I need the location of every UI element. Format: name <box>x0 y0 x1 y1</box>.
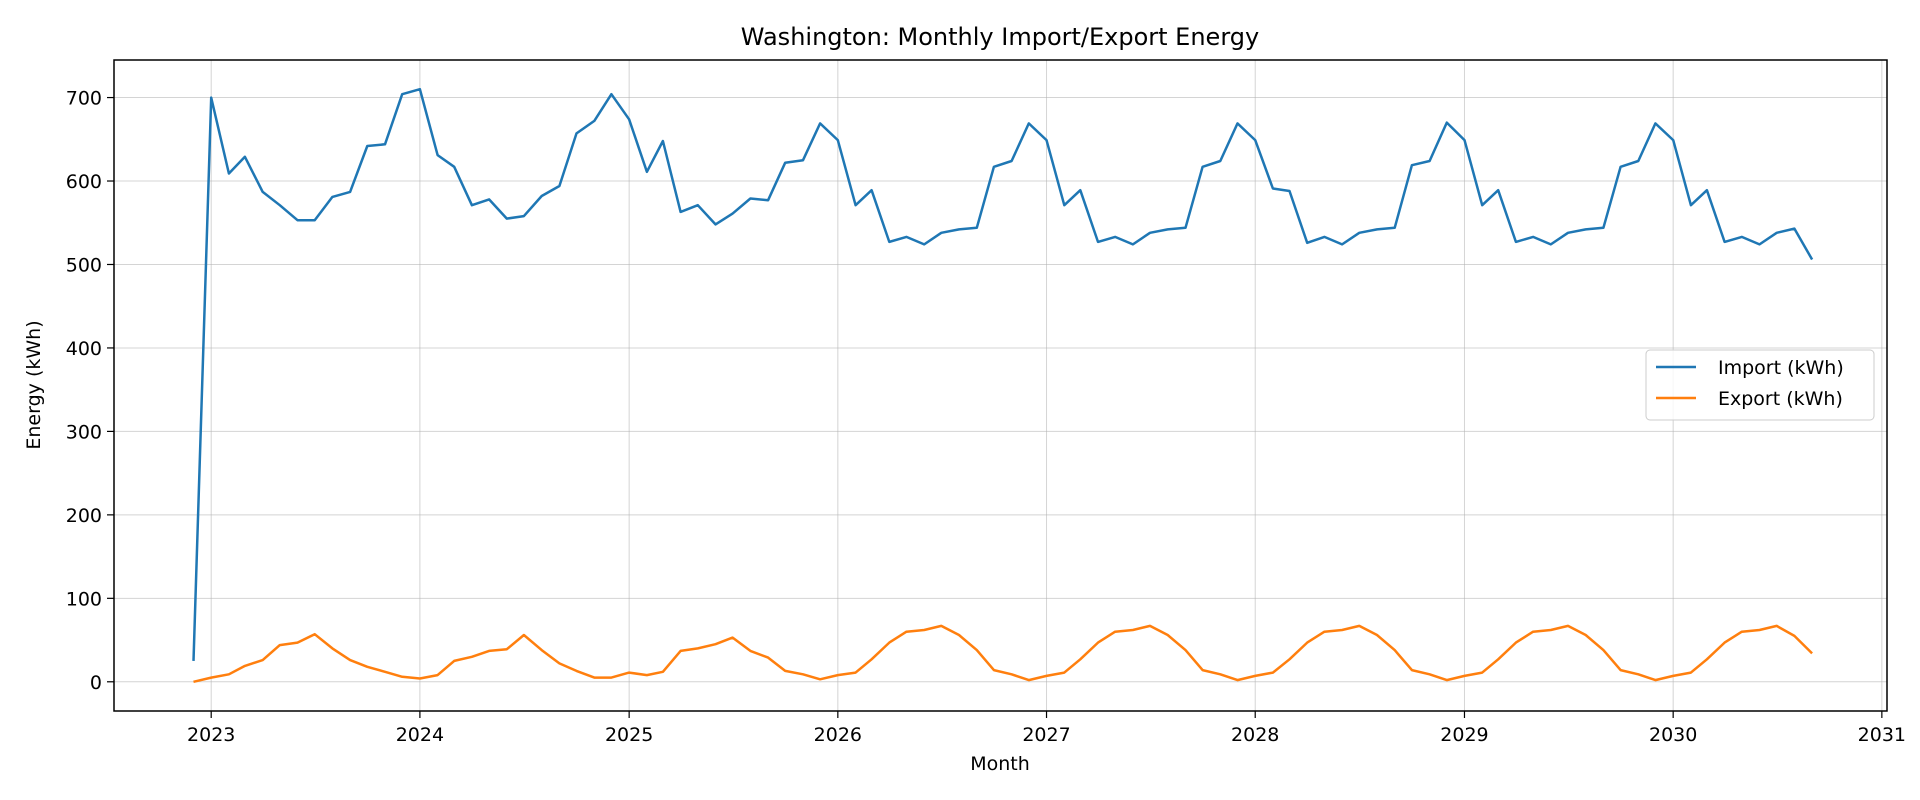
x-tick-label: 2028 <box>1231 724 1279 746</box>
x-axis-label: Month <box>970 753 1030 775</box>
legend-export-label: Export (kWh) <box>1718 388 1843 410</box>
y-tick-label: 0 <box>90 672 102 694</box>
series-line-export <box>193 624 1813 684</box>
x-tick-label: 2029 <box>1440 724 1488 746</box>
y-tick-label: 400 <box>66 338 102 360</box>
legend: Import (kWh) Export (kWh) <box>1645 349 1875 421</box>
x-tick-label: 2024 <box>396 724 444 746</box>
series-line-import <box>192 87 1814 661</box>
chart-title: Washington: Monthly Import/Export Energy <box>741 23 1259 51</box>
series-lines <box>192 87 1814 684</box>
x-tick-label: 2023 <box>187 724 235 746</box>
y-tick-label: 300 <box>66 421 102 443</box>
y-tick-label: 600 <box>66 171 102 193</box>
y-tick-label: 700 <box>66 88 102 110</box>
x-tick-label: 2031 <box>1858 724 1906 746</box>
y-tick-label: 200 <box>66 505 102 527</box>
x-tick-label: 2026 <box>814 724 862 746</box>
y-axis: 0 100 200 300 400 500 600 700 <box>66 88 114 694</box>
grid <box>114 60 1887 711</box>
y-tick-label: 100 <box>66 588 102 610</box>
x-tick-label: 2027 <box>1022 724 1070 746</box>
legend-import-label: Import (kWh) <box>1718 357 1844 379</box>
x-axis: 2023 2024 2025 2026 2027 2028 2029 2030 2031 <box>187 711 1906 746</box>
x-tick-label: 2030 <box>1649 724 1697 746</box>
y-axis-label: Energy (kWh) <box>23 320 45 449</box>
y-tick-label: 500 <box>66 254 102 276</box>
plot-frame <box>113 59 1888 712</box>
legend-box <box>1645 349 1875 421</box>
x-tick-label: 2025 <box>605 724 653 746</box>
